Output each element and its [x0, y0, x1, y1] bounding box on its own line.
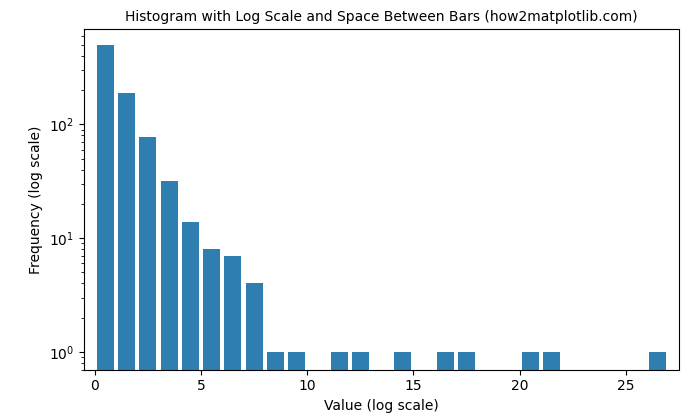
- Bar: [139, 136, 156, 420]
- Bar: [351, 352, 369, 420]
- Bar: [437, 352, 454, 420]
- Bar: [543, 352, 560, 420]
- Bar: [458, 352, 475, 420]
- Bar: [97, 45, 113, 420]
- Bar: [224, 256, 241, 420]
- Y-axis label: Frequency (log scale): Frequency (log scale): [29, 125, 43, 274]
- Bar: [203, 249, 220, 420]
- Title: Histogram with Log Scale and Space Between Bars (how2matplotlib.com): Histogram with Log Scale and Space Betwe…: [125, 10, 638, 24]
- Bar: [118, 92, 135, 420]
- X-axis label: Value (log scale): Value (log scale): [324, 399, 439, 413]
- Bar: [650, 352, 666, 420]
- Bar: [267, 352, 284, 420]
- Bar: [288, 352, 305, 420]
- Bar: [522, 352, 539, 420]
- Bar: [394, 352, 412, 420]
- Bar: [182, 221, 199, 420]
- Bar: [246, 284, 262, 420]
- Bar: [330, 352, 347, 420]
- Bar: [160, 181, 178, 420]
